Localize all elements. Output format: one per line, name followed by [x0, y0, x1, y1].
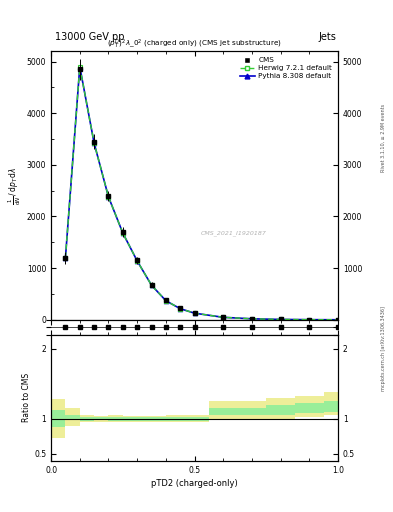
Bar: [237, 409, 266, 415]
Y-axis label: $\frac{1}{\mathrm{d}N}\,/\,\mathrm{d}p_T\,\mathrm{d}\lambda$: $\frac{1}{\mathrm{d}N}\,/\,\mathrm{d}p_T…: [6, 166, 22, 205]
Bar: [123, 417, 137, 421]
Bar: [152, 417, 166, 421]
Text: Rivet 3.1.10, ≥ 2.9M events: Rivet 3.1.10, ≥ 2.9M events: [381, 104, 386, 173]
Bar: [266, 405, 295, 415]
Bar: [237, 401, 266, 419]
Bar: [180, 415, 209, 422]
Bar: [180, 417, 209, 421]
Text: Jets: Jets: [318, 32, 336, 42]
Bar: [166, 415, 180, 422]
Bar: [324, 401, 338, 412]
Bar: [209, 409, 237, 415]
Bar: [166, 417, 180, 421]
Bar: [123, 416, 137, 421]
Bar: [266, 398, 295, 419]
Bar: [51, 399, 65, 438]
Bar: [137, 416, 151, 421]
Title: $(p_T^D)^2\lambda\_0^2$ (charged only) (CMS jet substructure): $(p_T^D)^2\lambda\_0^2$ (charged only) (…: [107, 38, 282, 51]
Bar: [65, 409, 80, 426]
Bar: [94, 417, 108, 420]
Bar: [94, 416, 108, 421]
Legend: CMS, Herwig 7.2.1 default, Pythia 8.308 default: CMS, Herwig 7.2.1 default, Pythia 8.308 …: [237, 55, 334, 81]
Bar: [324, 392, 338, 415]
Bar: [152, 416, 166, 421]
Bar: [108, 415, 123, 422]
Text: 13000 GeV pp: 13000 GeV pp: [55, 32, 125, 42]
Bar: [80, 417, 94, 421]
Bar: [137, 417, 151, 421]
Bar: [80, 415, 94, 422]
Y-axis label: Ratio to CMS: Ratio to CMS: [22, 373, 31, 422]
Bar: [295, 396, 324, 417]
Text: CMS_2021_I1920187: CMS_2021_I1920187: [200, 230, 266, 236]
Bar: [108, 417, 123, 421]
Bar: [51, 411, 65, 427]
X-axis label: pTD2 (charged-only): pTD2 (charged-only): [151, 479, 238, 488]
Bar: [209, 401, 237, 419]
Bar: [295, 403, 324, 413]
Text: mcplots.cern.ch [arXiv:1306.3436]: mcplots.cern.ch [arXiv:1306.3436]: [381, 306, 386, 391]
Bar: [65, 415, 80, 420]
